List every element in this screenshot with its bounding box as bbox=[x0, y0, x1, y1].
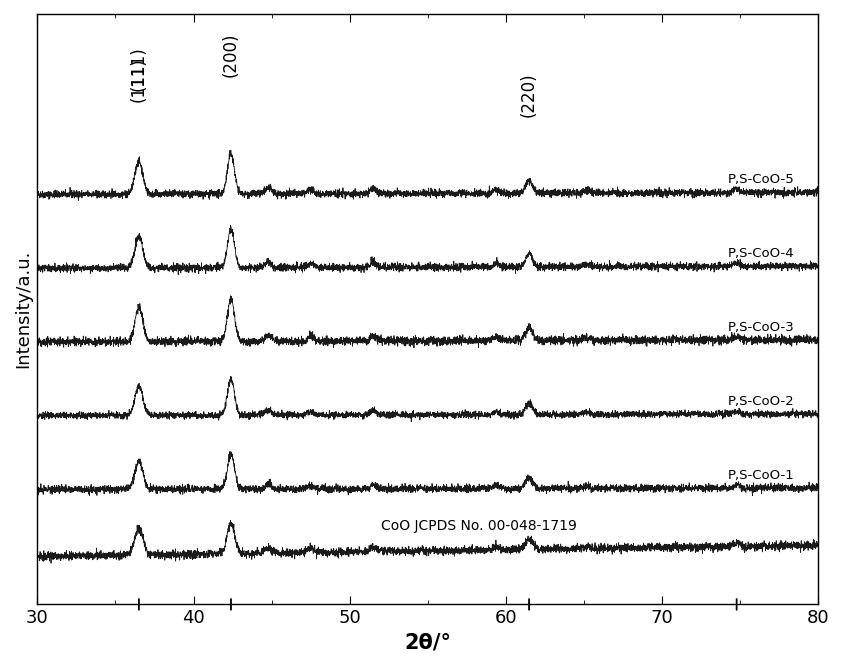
Text: (200): (200) bbox=[222, 32, 240, 77]
Text: P,S-CoO-1: P,S-CoO-1 bbox=[728, 469, 794, 482]
Y-axis label: Intensity/a.u.: Intensity/a.u. bbox=[13, 250, 32, 368]
Text: P,S-CoO-5: P,S-CoO-5 bbox=[728, 173, 794, 186]
Text: CoO JCPDS No. 00-048-1719: CoO JCPDS No. 00-048-1719 bbox=[381, 519, 577, 533]
Text: (111): (111) bbox=[130, 58, 148, 103]
Text: P,S-CoO-3: P,S-CoO-3 bbox=[728, 321, 794, 334]
Text: (111): (111) bbox=[130, 47, 148, 91]
X-axis label: 2θ/°: 2θ/° bbox=[404, 632, 451, 652]
Text: (220): (220) bbox=[520, 73, 538, 117]
Text: P,S-CoO-2: P,S-CoO-2 bbox=[728, 395, 794, 408]
Text: P,S-CoO-4: P,S-CoO-4 bbox=[728, 247, 794, 260]
